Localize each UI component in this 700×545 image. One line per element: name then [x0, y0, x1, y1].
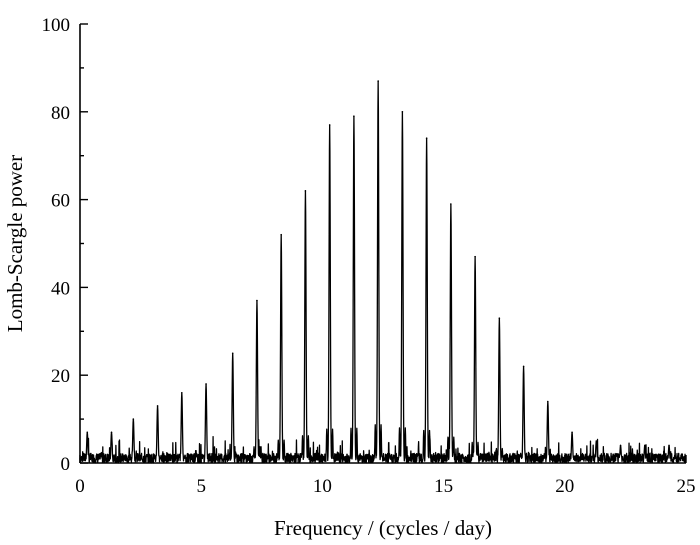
- y-tick-label: 20: [51, 366, 70, 387]
- peak-point: [547, 400, 549, 403]
- peak-point: [328, 124, 331, 126]
- x-tick-label: 5: [196, 476, 206, 497]
- x-tick-label: 10: [313, 476, 332, 497]
- y-tick-label: 0: [61, 454, 71, 475]
- peak-point: [571, 431, 573, 434]
- series-layer: [79, 80, 687, 464]
- peak-point: [304, 190, 307, 192]
- peak-point: [522, 365, 525, 368]
- y-tick-label: 80: [51, 103, 70, 124]
- y-tick-label: 100: [42, 15, 71, 36]
- power-spectrum-line: [79, 80, 687, 464]
- peak-point: [181, 391, 183, 394]
- peak-point: [280, 233, 282, 236]
- y-axis-title: Lomb-Scargle power: [3, 155, 27, 332]
- peak-point: [205, 383, 207, 385]
- x-tick-label: 20: [555, 476, 574, 497]
- x-tick-label: 25: [677, 476, 696, 497]
- peak-point: [110, 431, 113, 434]
- peak-point: [132, 418, 135, 420]
- axes-layer: 0 5 10 15 20 25 0 20 40 60 80 100: [42, 15, 696, 497]
- peak-point: [86, 431, 89, 434]
- peak-point: [425, 137, 428, 139]
- peak-point: [619, 444, 622, 447]
- peak-point: [231, 352, 234, 355]
- peak-point: [498, 317, 501, 319]
- y-tick-label: 60: [51, 191, 70, 212]
- peak-point: [450, 203, 452, 205]
- peak-point: [474, 255, 476, 258]
- x-tick-label: 0: [75, 476, 85, 497]
- y-tick-label: 40: [51, 278, 70, 299]
- peak-point: [668, 444, 670, 447]
- peak-point: [256, 299, 258, 302]
- peak-point: [643, 444, 646, 447]
- peak-point: [377, 80, 379, 82]
- peak-point: [595, 440, 598, 442]
- peak-point: [401, 111, 404, 113]
- x-axis-title: Frequency / (cycles / day): [274, 516, 492, 540]
- x-tick-label: 15: [434, 476, 453, 497]
- peak-point: [353, 115, 355, 117]
- peak-point: [156, 405, 159, 407]
